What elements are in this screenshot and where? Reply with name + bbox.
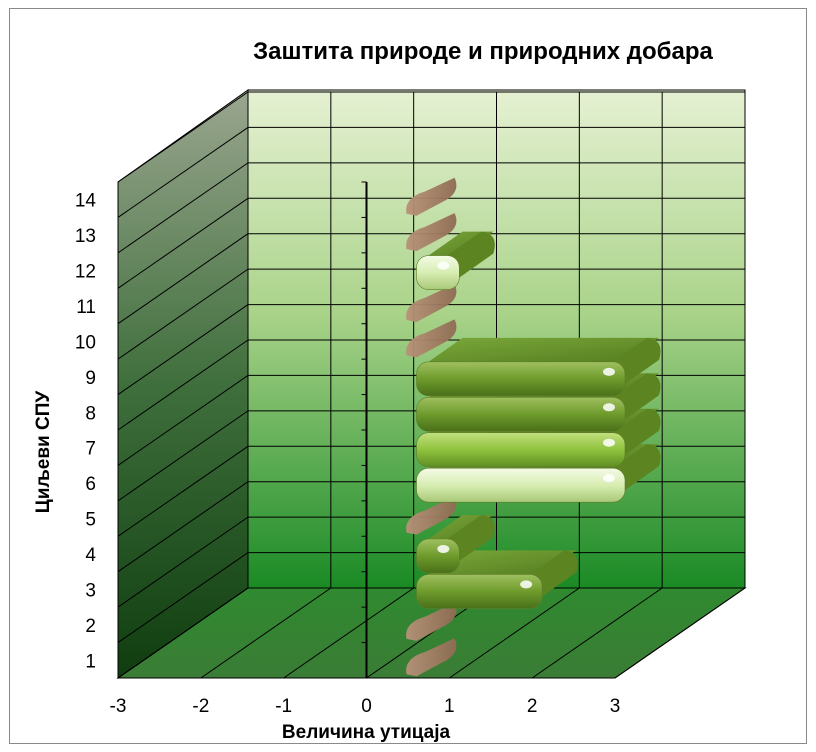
grid-line-floor	[117, 587, 249, 679]
x-axis-label: Величина утицаја	[281, 722, 451, 743]
grid-line-floor	[531, 587, 663, 679]
grid-line-depth	[117, 162, 249, 254]
grid-line-depth	[117, 445, 249, 537]
bar-front-face	[416, 467, 626, 503]
x-tick-label: 2	[527, 696, 538, 717]
grid-line-depth	[117, 339, 249, 431]
y-tick-label: 1	[85, 651, 96, 672]
x-tick-label: -3	[110, 696, 127, 717]
x-tick-label: 0	[361, 696, 372, 717]
y-tick-label: 4	[85, 545, 96, 566]
bar-front-face	[416, 538, 460, 574]
bar-12	[416, 231, 495, 290]
side-wall	[117, 89, 249, 679]
bar-zero-marker-10	[406, 319, 457, 358]
bar-front-face	[416, 361, 626, 397]
bar-highlight	[520, 580, 533, 589]
grid-line-floor	[200, 587, 332, 679]
grid-lines	[117, 91, 746, 679]
y-tick-label: 8	[85, 403, 96, 424]
bar-front-face	[416, 574, 543, 609]
bar-highlight	[603, 367, 615, 376]
y-tick-label: 12	[75, 262, 96, 283]
x-tick-label: -1	[275, 696, 292, 717]
grid-line-depth	[117, 304, 249, 395]
grid-line-depth	[117, 268, 249, 360]
y-tick-label: 10	[75, 332, 96, 353]
grid-line-depth	[117, 516, 249, 608]
grid-line-floor	[283, 587, 414, 679]
grid-line-depth	[117, 375, 249, 466]
grid-line-depth	[117, 197, 249, 289]
y-tick-label: 2	[85, 616, 96, 637]
bar-zero-marker-14	[406, 177, 457, 216]
bar-highlight	[603, 438, 615, 447]
y-tick-label: 9	[85, 368, 96, 389]
grid-line-depth	[117, 481, 249, 573]
y-tick-label: 7	[85, 439, 96, 460]
bar-zero-marker-13	[406, 213, 457, 252]
bar-zero-marker-1	[406, 638, 457, 677]
bar-front-face	[416, 255, 460, 290]
bar-highlight	[437, 545, 450, 553]
bar-highlight	[603, 403, 615, 412]
y-tick-label: 14	[75, 191, 97, 212]
x-tick-label: 1	[444, 696, 455, 717]
y-tick-label: 5	[85, 510, 96, 531]
bar-front-face	[416, 396, 626, 432]
grid-line-depth	[117, 552, 249, 643]
y-tick-label: 13	[75, 226, 96, 247]
bar-zero-marker-5	[406, 496, 457, 535]
axis-line	[361, 181, 368, 679]
x-tick-label: 3	[610, 696, 621, 717]
grid-line-floor	[614, 587, 746, 679]
bar-9	[416, 337, 661, 397]
y-tick-label: 6	[85, 474, 96, 495]
bar-highlight	[437, 261, 450, 270]
x-tick-label: -2	[192, 696, 209, 717]
bar-zero-marker-11	[406, 284, 457, 322]
grid-line-depth	[117, 91, 249, 183]
bars	[406, 177, 661, 677]
chart-title: Заштита природе и природних добара	[253, 38, 713, 65]
bar-highlight	[603, 474, 615, 483]
bar-top-face	[428, 337, 659, 362]
bar-front-face	[416, 432, 626, 468]
bar-4	[416, 515, 495, 574]
y-tick-label: 11	[76, 297, 96, 318]
bar-zero-marker-2	[406, 602, 457, 641]
grid-line-depth	[117, 127, 249, 218]
grid-line-floor	[449, 587, 580, 679]
grid-line-depth	[117, 410, 249, 502]
y-tick-label: 3	[85, 580, 96, 601]
grid-line-depth	[117, 233, 249, 325]
